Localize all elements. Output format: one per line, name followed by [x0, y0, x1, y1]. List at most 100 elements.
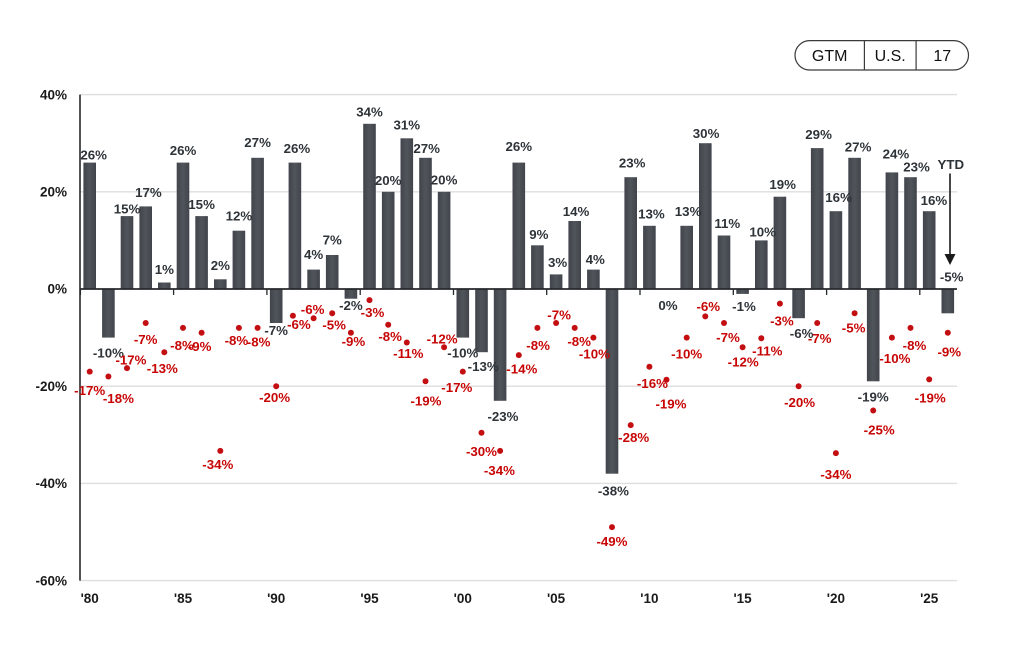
svg-text:-25%: -25% — [864, 423, 895, 438]
svg-text:15%: 15% — [188, 197, 215, 212]
svg-text:34%: 34% — [356, 104, 383, 119]
svg-text:19%: 19% — [769, 177, 796, 192]
svg-text:9%: 9% — [529, 227, 548, 242]
svg-text:17%: 17% — [135, 185, 162, 200]
svg-text:-5%: -5% — [842, 320, 866, 335]
svg-text:26%: 26% — [284, 141, 311, 156]
svg-text:12%: 12% — [226, 209, 253, 224]
svg-text:-3%: -3% — [361, 305, 385, 320]
svg-text:-8%: -8% — [247, 334, 271, 349]
svg-text:11%: 11% — [714, 216, 740, 231]
svg-text:-18%: -18% — [103, 391, 134, 406]
svg-text:14%: 14% — [563, 204, 590, 219]
svg-text:-8%: -8% — [526, 338, 550, 353]
svg-text:30%: 30% — [693, 126, 720, 141]
svg-text:20%: 20% — [40, 185, 67, 200]
svg-text:-28%: -28% — [618, 430, 649, 445]
svg-text:-19%: -19% — [410, 393, 441, 408]
svg-text:-10%: -10% — [879, 351, 910, 366]
svg-text:-7%: -7% — [547, 308, 571, 323]
svg-text:27%: 27% — [845, 139, 872, 154]
svg-text:40%: 40% — [40, 87, 67, 102]
svg-text:-19%: -19% — [915, 390, 946, 405]
svg-text:'80: '80 — [81, 591, 99, 606]
svg-text:'10: '10 — [640, 591, 658, 606]
svg-text:-10%: -10% — [447, 346, 478, 361]
svg-text:4%: 4% — [586, 252, 605, 267]
svg-text:-20%: -20% — [259, 390, 290, 405]
svg-text:13%: 13% — [638, 206, 665, 221]
svg-text:24%: 24% — [883, 146, 910, 161]
svg-text:-10%: -10% — [671, 347, 702, 362]
svg-text:20%: 20% — [375, 173, 402, 188]
svg-text:-9%: -9% — [937, 345, 961, 360]
svg-text:7%: 7% — [323, 233, 342, 248]
svg-text:13%: 13% — [675, 204, 702, 219]
svg-text:3%: 3% — [548, 255, 567, 270]
svg-text:-12%: -12% — [427, 331, 458, 346]
svg-text:-34%: -34% — [820, 467, 851, 482]
svg-text:'25: '25 — [920, 591, 939, 606]
svg-text:17: 17 — [933, 48, 951, 65]
svg-text:-1%: -1% — [732, 299, 756, 314]
svg-text:-8%: -8% — [567, 334, 591, 349]
svg-text:-34%: -34% — [202, 457, 233, 472]
svg-text:-10%: -10% — [93, 346, 124, 361]
svg-text:'05: '05 — [547, 591, 566, 606]
svg-text:29%: 29% — [805, 127, 832, 142]
svg-text:-8%: -8% — [225, 333, 249, 348]
svg-text:0%: 0% — [47, 282, 67, 297]
svg-text:-13%: -13% — [468, 359, 499, 374]
svg-text:-8%: -8% — [903, 338, 927, 353]
svg-text:26%: 26% — [80, 147, 107, 162]
svg-text:26%: 26% — [170, 143, 197, 158]
svg-text:27%: 27% — [244, 135, 271, 150]
svg-text:15%: 15% — [114, 202, 141, 217]
svg-text:-6%: -6% — [287, 317, 311, 332]
svg-text:-19%: -19% — [655, 396, 686, 411]
svg-text:-13%: -13% — [147, 361, 178, 376]
svg-text:'00: '00 — [454, 591, 472, 606]
svg-text:-17%: -17% — [115, 353, 146, 368]
svg-text:U.S.: U.S. — [875, 48, 906, 65]
svg-text:-17%: -17% — [441, 380, 472, 395]
svg-text:-49%: -49% — [596, 534, 627, 549]
svg-text:-2%: -2% — [339, 298, 363, 313]
svg-text:1%: 1% — [155, 262, 174, 277]
svg-text:-11%: -11% — [752, 344, 782, 359]
svg-text:2%: 2% — [211, 258, 230, 273]
svg-text:-20%: -20% — [35, 379, 67, 394]
svg-text:16%: 16% — [825, 190, 852, 205]
svg-text:'20: '20 — [827, 591, 845, 606]
svg-text:-7%: -7% — [134, 332, 158, 347]
svg-text:-7%: -7% — [808, 331, 832, 346]
svg-text:16%: 16% — [921, 193, 948, 208]
svg-text:-10%: -10% — [579, 347, 610, 362]
svg-text:20%: 20% — [431, 172, 458, 187]
svg-text:10%: 10% — [749, 224, 776, 239]
svg-text:-34%: -34% — [484, 463, 515, 478]
svg-text:23%: 23% — [903, 160, 930, 175]
svg-text:-9%: -9% — [188, 339, 212, 354]
svg-text:-3%: -3% — [770, 314, 794, 329]
svg-text:GTM: GTM — [812, 48, 848, 65]
svg-text:-40%: -40% — [35, 476, 67, 491]
svg-text:-6%: -6% — [301, 302, 325, 317]
svg-text:-6%: -6% — [790, 326, 814, 341]
svg-text:-38%: -38% — [598, 484, 629, 499]
svg-text:-19%: -19% — [858, 389, 889, 404]
svg-text:-8%: -8% — [170, 338, 194, 353]
svg-text:-11%: -11% — [393, 346, 423, 361]
svg-text:-12%: -12% — [728, 354, 759, 369]
svg-text:'90: '90 — [267, 591, 285, 606]
svg-text:23%: 23% — [619, 156, 646, 171]
svg-text:-7%: -7% — [716, 330, 740, 345]
svg-text:-23%: -23% — [487, 409, 518, 424]
svg-text:-5%: -5% — [940, 269, 964, 284]
svg-text:'85: '85 — [174, 591, 193, 606]
svg-text:-5%: -5% — [322, 317, 346, 332]
svg-text:-9%: -9% — [342, 334, 366, 349]
svg-text:YTD: YTD — [937, 157, 964, 172]
svg-text:'15: '15 — [733, 591, 752, 606]
svg-text:-30%: -30% — [466, 444, 497, 459]
